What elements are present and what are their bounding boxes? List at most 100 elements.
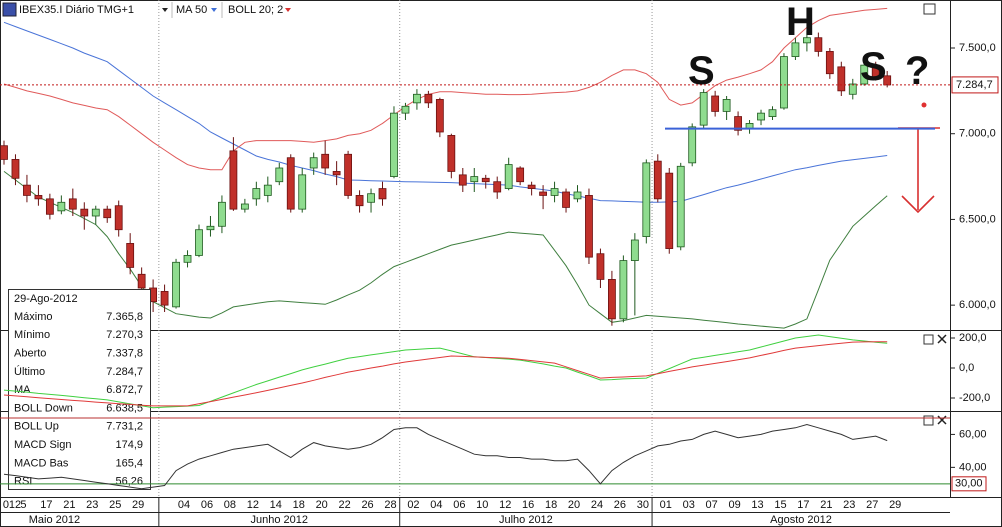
x-tick-label: 18 — [545, 499, 557, 511]
candle-body — [848, 83, 857, 95]
level-label: 30,00 — [955, 478, 983, 490]
candle-body — [0, 145, 8, 160]
close-button[interactable] — [937, 415, 947, 425]
maximize-button[interactable] — [923, 415, 934, 426]
candle-body — [424, 93, 433, 104]
month-label: Junho 2012 — [251, 514, 309, 526]
info-label: Aberto — [14, 348, 46, 360]
chart-title[interactable]: IBEX35.I Diário TMG+1 — [19, 4, 134, 16]
y-tick-label: 6.500,0 — [959, 213, 996, 225]
candle-body — [860, 64, 869, 85]
x-tick-label: 28 — [384, 499, 396, 511]
candle-body — [195, 229, 203, 256]
legend-ma[interactable]: MA 50 — [176, 4, 207, 16]
info-label: MACD Bas — [14, 457, 69, 469]
x-tick-label: 23 — [843, 499, 855, 511]
x-tick-label: 13 — [751, 499, 763, 511]
candle-body — [573, 191, 582, 200]
x-tick-label: 23 — [86, 499, 98, 511]
month-label: Agosto 2012 — [770, 514, 832, 526]
candle-body — [332, 171, 341, 176]
candle-body — [447, 135, 456, 172]
pattern-annotation: S — [860, 45, 887, 89]
candle-body — [722, 99, 731, 112]
x-tick-label: 30 — [637, 499, 649, 511]
y-tick-label: -200,0 — [959, 392, 990, 404]
candle-body — [630, 239, 639, 261]
x-tick-label: 012 — [3, 499, 21, 511]
x-tick-label: 15 — [774, 499, 786, 511]
info-value: 6.638,5 — [106, 402, 143, 414]
dropdown-arrow[interactable] — [162, 8, 168, 12]
info-label: MA — [14, 384, 31, 396]
info-label: BOLL Down — [14, 402, 73, 414]
x-tick-label: 12 — [247, 499, 259, 511]
candle-body — [550, 188, 559, 196]
info-value: 7.270,3 — [106, 329, 143, 341]
candle-body — [642, 162, 651, 237]
candle-body — [91, 208, 100, 217]
candle-body — [493, 181, 502, 193]
candle-body — [11, 159, 20, 179]
candle-body — [218, 201, 226, 227]
candle-body — [183, 255, 192, 263]
candle-body — [608, 279, 616, 320]
month-label: Julho 2012 — [499, 514, 553, 526]
info-value: 6.872,7 — [106, 384, 143, 396]
candle-body — [413, 93, 421, 104]
info-box: 29-Ago-2012 Máximo 7.365,8 Mínimo 7.270,3 Abe… — [8, 289, 151, 490]
info-value: 56,26 — [115, 476, 143, 488]
x-tick-label: 07 — [706, 499, 718, 511]
pattern-annotation: ? — [905, 49, 929, 93]
indicator-line — [3, 334, 888, 409]
x-tick-label: 12 — [499, 499, 511, 511]
candle-body — [68, 198, 77, 210]
x-tick-label: 26 — [614, 499, 626, 511]
x-tick-label: 16 — [522, 499, 534, 511]
symbol-icon[interactable] — [2, 2, 17, 17]
legend-boll[interactable]: BOLL 20; 2 — [228, 4, 283, 16]
info-value: 7.284,7 — [106, 366, 143, 378]
info-label: BOLL Up — [14, 421, 59, 433]
dropdown-arrow[interactable] — [211, 8, 217, 12]
candle-body — [229, 150, 238, 210]
x-tick-label: 29 — [889, 499, 901, 511]
y-tick-label: 7.500,0 — [959, 42, 996, 54]
indicator-line — [3, 21, 888, 203]
dropdown-arrow[interactable] — [285, 8, 291, 12]
x-tick-label: 5 — [20, 499, 26, 511]
x-tick-label: 08 — [224, 499, 236, 511]
candle-body — [435, 99, 444, 133]
indicator-line — [3, 341, 888, 407]
x-tick-label: 09 — [728, 499, 740, 511]
x-tick-label: 26 — [361, 499, 373, 511]
y-tick-label: 6.000,0 — [959, 299, 996, 311]
maximize-button[interactable] — [923, 334, 934, 345]
question-dot — [921, 102, 927, 108]
candle-body — [757, 112, 765, 121]
candle-body — [114, 205, 123, 231]
close-button[interactable] — [937, 334, 947, 344]
y-tick-label: 7.000,0 — [959, 128, 996, 140]
info-label: Mínimo — [14, 329, 50, 341]
candle-body — [470, 176, 479, 183]
x-tick-label: 18 — [293, 499, 305, 511]
info-value: 7.731,2 — [106, 421, 143, 433]
x-tick-label: 20 — [316, 499, 328, 511]
info-label: Máximo — [14, 311, 53, 323]
candle-body — [263, 184, 272, 196]
candle-body — [596, 253, 605, 280]
x-tick-label: 21 — [820, 499, 832, 511]
candle-body — [344, 153, 353, 196]
maximize-button[interactable] — [923, 3, 936, 15]
y-tick-label: 60,00 — [959, 428, 987, 440]
candle-body — [481, 177, 490, 183]
candle-body — [504, 164, 513, 189]
x-tick-label: 27 — [866, 499, 878, 511]
info-value: 7.365,8 — [106, 311, 143, 323]
candle-body — [103, 208, 112, 219]
candle-body — [45, 198, 54, 215]
x-tick-label: 29 — [132, 499, 144, 511]
info-value: 174,9 — [115, 439, 143, 451]
